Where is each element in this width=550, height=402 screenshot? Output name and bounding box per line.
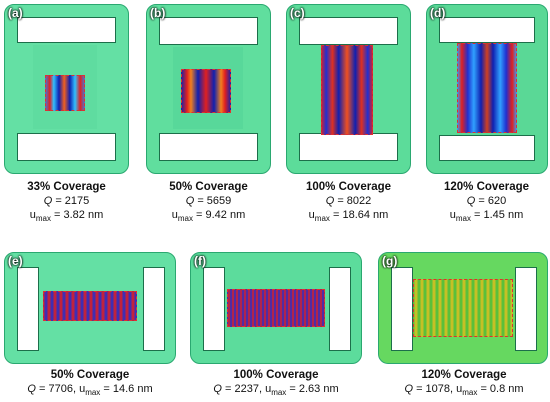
- electrode-outline: [227, 289, 325, 327]
- electrode-heatmap: [227, 289, 325, 327]
- resonator-frame: [378, 252, 548, 364]
- frame-hole-top: [299, 17, 398, 45]
- caption-c: 100% Coverage Q = 8022 umax = 18.64 nm: [286, 180, 411, 226]
- electrode-outline: [43, 291, 137, 321]
- panel-letter: (c): [290, 6, 305, 20]
- panel-e: (e): [4, 252, 176, 364]
- caption-f: 100% Coverage Q = 2237, umax = 2.63 nm: [190, 368, 362, 400]
- frame-hole-right: [329, 267, 351, 351]
- panel-f: (f): [190, 252, 362, 364]
- caption-q-u: Q = 7706, umax = 14.6 nm: [27, 383, 153, 398]
- panel-letter: (g): [382, 254, 398, 268]
- electrode-outline: [45, 75, 85, 111]
- frame-hole-top: [439, 17, 535, 43]
- resonator-frame: [426, 4, 548, 174]
- caption-b: 50% Coverage Q = 5659 umax = 9.42 nm: [146, 180, 271, 226]
- panel-letter: (a): [8, 6, 23, 20]
- frame-hole-right: [515, 267, 537, 351]
- resonator-frame: [4, 4, 129, 174]
- frame-hole-left: [203, 267, 225, 351]
- electrode-heatmap: [43, 291, 137, 321]
- caption-a: 33% Coverage Q = 2175 umax = 3.82 nm: [4, 180, 129, 226]
- panel-g: (g): [378, 252, 550, 364]
- electrode-heatmap: [413, 279, 513, 337]
- electrode-outline: [321, 45, 373, 135]
- panel-b: (b): [146, 4, 271, 174]
- caption-g: 120% Coverage Q = 1078, umax = 0.8 nm: [378, 368, 550, 400]
- electrode-heatmap: [45, 75, 85, 111]
- panel-d: (d): [426, 4, 550, 174]
- caption-q: Q = 8022: [325, 195, 372, 207]
- caption-title: 50% Coverage: [169, 181, 248, 193]
- caption-title: 100% Coverage: [305, 181, 392, 193]
- frame-hole-top: [17, 17, 116, 43]
- frame-hole-bottom: [299, 133, 398, 161]
- panel-letter: (e): [8, 254, 23, 268]
- caption-title: 120% Coverage: [443, 181, 530, 193]
- frame-hole-bottom: [159, 133, 258, 161]
- caption-e: 50% Coverage Q = 7706, umax = 14.6 nm: [4, 368, 176, 400]
- caption-title: 33% Coverage: [27, 181, 106, 193]
- electrode-outline: [181, 69, 231, 113]
- caption-q: Q = 5659: [185, 195, 232, 207]
- panel-c: (c): [286, 4, 411, 174]
- panel-letter: (d): [430, 6, 446, 20]
- resonator-frame: [286, 4, 411, 174]
- caption-q: Q = 2175: [43, 195, 90, 207]
- panel-letter: (f): [194, 254, 206, 268]
- frame-hole-left: [17, 267, 39, 351]
- frame-hole-top: [159, 17, 258, 45]
- caption-title: 50% Coverage: [50, 369, 130, 381]
- caption-title: 120% Coverage: [421, 369, 507, 381]
- caption-u: umax = 18.64 nm: [308, 209, 389, 224]
- resonator-frame: [4, 252, 176, 364]
- frame-hole-bottom: [439, 135, 535, 161]
- frame-hole-right: [143, 267, 165, 351]
- caption-u: umax = 9.42 nm: [171, 209, 246, 224]
- caption-d: 120% Coverage Q = 620 umax = 1.45 nm: [424, 180, 549, 226]
- electrode-outline: [457, 43, 517, 133]
- frame-hole-left: [391, 267, 413, 351]
- resonator-frame: [146, 4, 271, 174]
- panel-a: (a): [4, 4, 129, 174]
- caption-q-u: Q = 2237, umax = 2.63 nm: [213, 383, 339, 398]
- caption-u: umax = 3.82 nm: [29, 209, 104, 224]
- electrode-heatmap: [457, 43, 517, 133]
- frame-hole-bottom: [17, 133, 116, 161]
- caption-title: 100% Coverage: [233, 369, 319, 381]
- caption-q: Q = 620: [466, 195, 507, 207]
- electrode-heatmap: [181, 69, 231, 113]
- caption-u: umax = 1.45 nm: [449, 209, 524, 224]
- electrode-outline: [413, 279, 513, 337]
- resonator-frame: [190, 252, 362, 364]
- caption-q-u: Q = 1078, umax = 0.8 nm: [404, 383, 524, 398]
- electrode-heatmap: [321, 45, 373, 135]
- panel-letter: (b): [150, 6, 166, 20]
